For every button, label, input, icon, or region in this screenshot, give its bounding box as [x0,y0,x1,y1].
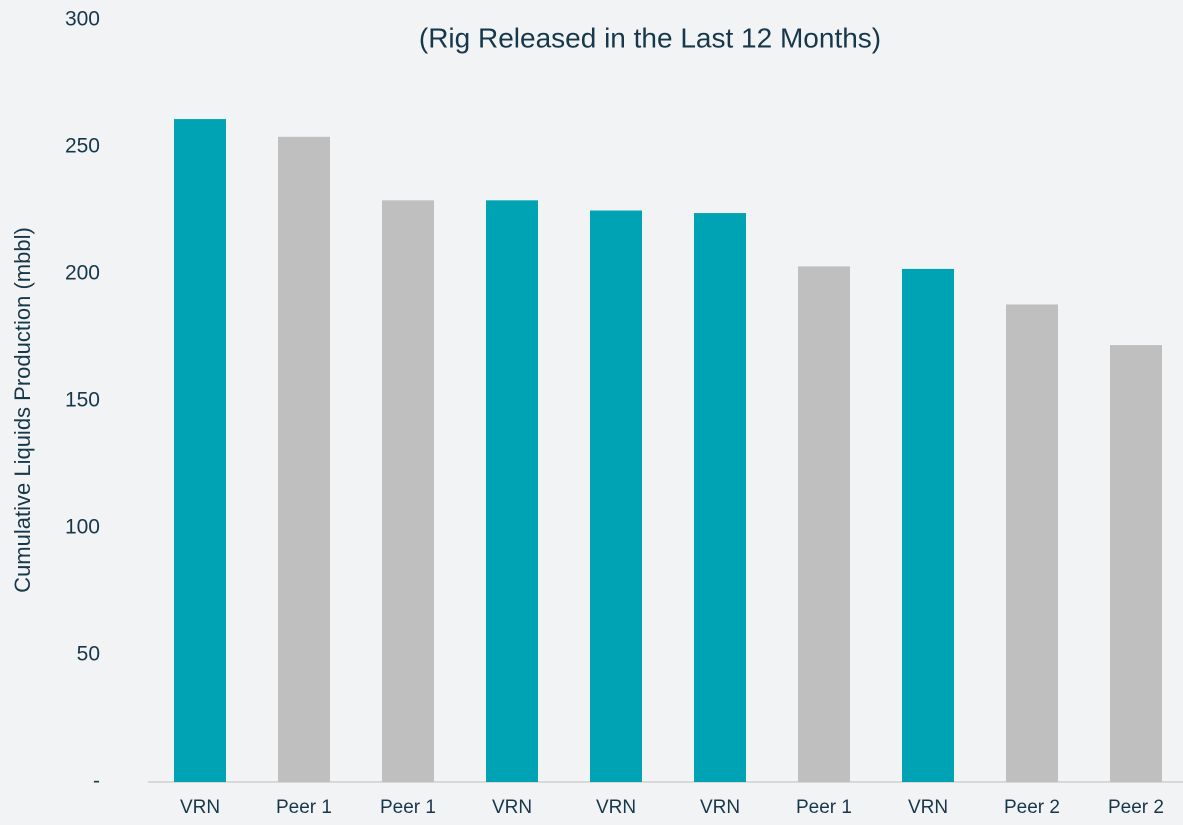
y-tick-label: 250 [65,135,100,158]
bar [486,200,538,783]
x-tick-label: VRN [908,797,948,818]
x-tick-label: Peer 1 [276,797,332,818]
bar [694,213,746,783]
x-tick-label: VRN [492,797,532,818]
x-tick-label: VRN [596,797,636,818]
y-tick-label: 50 [77,643,100,666]
x-tick-label: Peer 1 [380,797,436,818]
bar [902,268,954,782]
y-tick-label: 150 [65,389,100,412]
x-tick-label: VRN [180,797,220,818]
x-tick-label: Peer 2 [1108,797,1164,818]
y-tick-label: - [93,770,100,793]
y-tick-label: 100 [65,516,100,539]
bar [590,210,642,782]
bar [1110,345,1162,782]
x-tick-label: Peer 2 [1004,797,1060,818]
y-tick-label: 200 [65,262,100,285]
bar [1006,304,1058,782]
x-tick-label: VRN [700,797,740,818]
y-tick-label: 300 [65,8,100,31]
y-axis-label: Cumulative Liquids Production (mbbl) [10,227,35,593]
bar [382,200,434,783]
bar [278,136,330,783]
x-tick-label: Peer 1 [796,797,852,818]
chart-subtitle: (Rig Released in the Last 12 Months) [419,22,881,53]
bar [174,119,226,782]
bar [798,266,850,782]
